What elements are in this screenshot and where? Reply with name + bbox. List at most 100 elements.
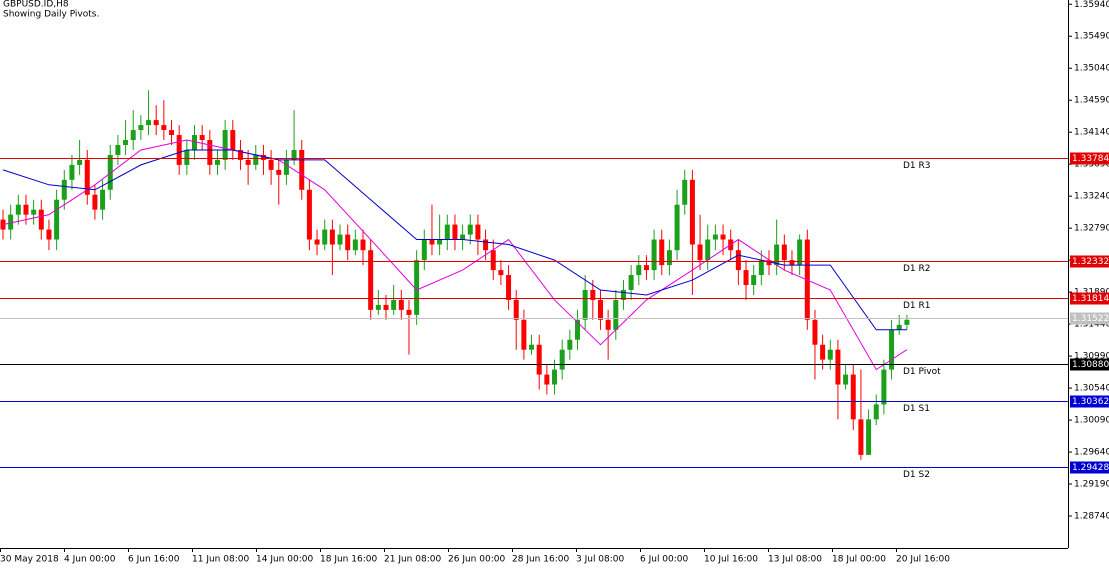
candle-body — [812, 319, 818, 345]
candle-body — [153, 120, 159, 126]
candle-body — [613, 299, 619, 330]
candle-body — [291, 149, 297, 160]
y-tick-label: 1.29190 — [1074, 480, 1109, 490]
candle-body — [827, 349, 833, 360]
candle-body — [237, 149, 243, 160]
y-tick-label: 1.35490 — [1074, 32, 1109, 42]
candle-body — [720, 234, 726, 240]
y-tick-label: 1.33240 — [1074, 192, 1109, 202]
candle-body — [529, 344, 535, 350]
candle-body — [682, 179, 688, 205]
candle-body — [689, 179, 695, 245]
candle-body — [521, 319, 527, 350]
candle-body — [751, 275, 757, 286]
candle-body — [414, 260, 420, 315]
candle-body — [100, 189, 106, 210]
candle-body — [705, 239, 711, 261]
candle-body — [23, 204, 29, 215]
candle-body — [46, 229, 52, 240]
candle-body — [866, 419, 872, 455]
candle-body — [797, 239, 803, 266]
x-tick-label: 6 Jun 16:00 — [128, 555, 180, 565]
candle-body — [582, 289, 588, 320]
candle-body — [467, 224, 473, 235]
candle-body — [222, 130, 228, 160]
candle-body — [843, 374, 849, 385]
price-box — [1070, 358, 1109, 371]
candle-body — [245, 159, 251, 165]
candle-body — [161, 125, 167, 131]
candle-body — [636, 265, 642, 276]
x-tick-label: 11 Jun 08:00 — [192, 555, 249, 565]
candle-body — [337, 234, 343, 245]
candle-body — [536, 344, 542, 375]
candle-body — [628, 275, 634, 290]
candle-body — [896, 324, 902, 330]
x-tick-label: 30 May 2018 — [0, 555, 59, 565]
candle-body — [184, 149, 190, 165]
candle-body — [322, 229, 328, 245]
x-tick-label: 18 Jun 16:00 — [320, 555, 377, 565]
candle-body — [552, 369, 558, 385]
candle-body — [329, 229, 335, 245]
y-tick-label: 1.33690 — [1074, 160, 1109, 170]
candle-body — [460, 234, 466, 240]
candle-body — [391, 299, 397, 310]
candle-body — [789, 260, 795, 266]
candle-body — [659, 239, 665, 266]
candle-body — [643, 265, 649, 271]
candle-body — [299, 149, 305, 190]
candle-body — [904, 319, 910, 325]
candle-body — [360, 239, 366, 251]
candle-body — [214, 159, 220, 165]
candle-body — [283, 159, 289, 175]
candle-body — [130, 130, 136, 141]
candle-body — [483, 239, 489, 251]
candle-body — [881, 369, 887, 405]
x-tick-label: 18 Jul 00:00 — [832, 555, 886, 565]
candle-body — [766, 260, 772, 266]
x-tick-label: 28 Jun 16:00 — [512, 555, 569, 565]
candle-body — [383, 304, 389, 310]
y-tick-label: 1.34590 — [1074, 96, 1109, 106]
pivot-label: D1 R3 — [903, 161, 931, 171]
x-tick-label: 3 Jul 08:00 — [576, 555, 625, 565]
candle-body — [781, 244, 787, 261]
price-box — [1070, 292, 1109, 305]
candle-body — [605, 319, 611, 330]
candle-body — [8, 214, 14, 230]
x-tick-label: 20 Jul 16:00 — [896, 555, 950, 565]
candle-body — [735, 250, 741, 271]
x-tick-label: 21 Jun 08:00 — [384, 555, 441, 565]
y-tick-label: 1.35940 — [1074, 0, 1109, 10]
candle-body — [306, 189, 312, 240]
candle-body — [490, 250, 496, 271]
candle-body — [115, 144, 121, 155]
y-tick-label: 1.29640 — [1074, 448, 1109, 458]
candle-body — [61, 179, 67, 200]
moving-average — [2, 139, 908, 371]
candle-body — [620, 289, 626, 300]
price-label: 1.32332 — [1072, 257, 1109, 267]
y-tick-label: 1.30090 — [1074, 416, 1109, 426]
price-box — [1070, 461, 1109, 474]
candle-body — [345, 234, 351, 251]
candle-body — [54, 199, 60, 240]
candle-body — [820, 344, 826, 360]
candle-body — [107, 154, 113, 190]
y-tick-label: 1.32790 — [1074, 224, 1109, 234]
x-tick-label: 26 Jun 00:00 — [448, 555, 505, 565]
candle-body — [169, 130, 175, 136]
y-tick-label: 1.28740 — [1074, 512, 1109, 522]
candle-body — [889, 329, 895, 370]
y-tick-label: 1.30990 — [1074, 352, 1109, 362]
price-box — [1070, 255, 1109, 268]
candle-body — [268, 159, 274, 170]
candle-body — [697, 244, 703, 261]
y-tick-label: 1.34140 — [1074, 128, 1109, 138]
candle-body — [666, 250, 672, 266]
price-box — [1070, 152, 1109, 165]
x-tick-label: 6 Jul 00:00 — [640, 555, 689, 565]
candle-body — [475, 224, 481, 240]
